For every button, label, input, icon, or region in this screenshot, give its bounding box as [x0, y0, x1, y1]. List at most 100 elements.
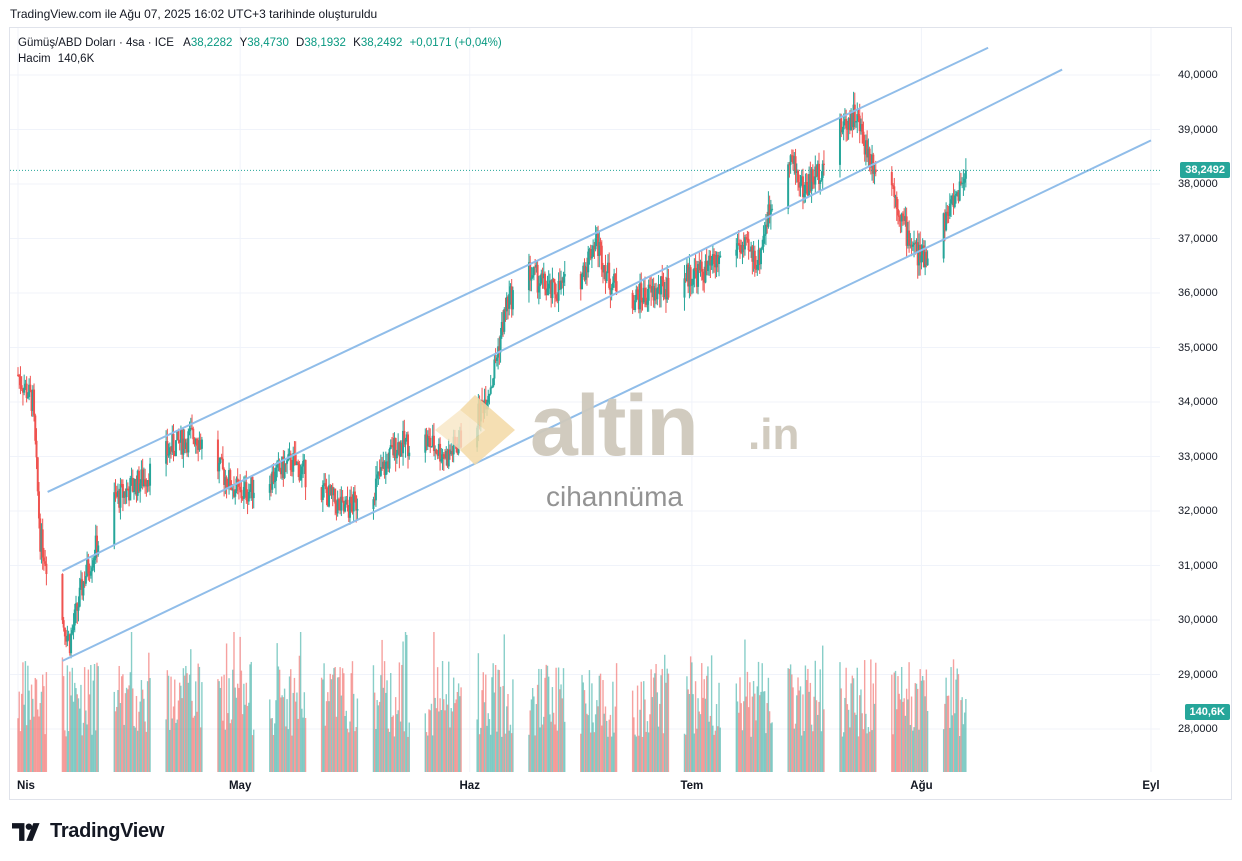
candle-body — [900, 213, 903, 222]
volume-bar — [714, 730, 717, 772]
candle-body — [92, 560, 95, 568]
volume-bar — [666, 668, 668, 772]
volume-bar — [17, 718, 19, 772]
candle-body — [510, 286, 513, 310]
chart-frame[interactable] — [9, 27, 1232, 800]
candle-body — [589, 249, 592, 259]
volume-bar — [375, 728, 377, 772]
candle-body — [145, 484, 148, 487]
volume-bar — [18, 691, 20, 772]
volume-bar — [954, 713, 956, 772]
volume-bar — [96, 662, 98, 772]
candle-body — [425, 434, 428, 447]
volume-bar — [697, 698, 699, 772]
candle-body — [328, 485, 331, 507]
volume-bar — [65, 736, 67, 772]
candle-body — [636, 289, 639, 295]
volume-bar — [145, 731, 148, 772]
candle-body — [506, 296, 509, 309]
legend-symbol[interactable]: Gümüş/ABD Doları · 4sa · ICE — [18, 37, 174, 49]
volume-bar — [741, 730, 744, 772]
candle-body — [379, 467, 382, 476]
volume-bar — [241, 714, 244, 772]
legend-volume-label[interactable]: Hacim — [18, 53, 51, 65]
candle-body — [445, 450, 448, 459]
volume-bar — [766, 703, 768, 772]
candle-body — [817, 163, 820, 184]
volume-bar — [343, 673, 345, 772]
volume-bar — [21, 693, 23, 772]
candle-body — [894, 196, 897, 198]
candle-body — [653, 288, 656, 301]
volume-bar — [512, 679, 514, 772]
candle-body — [97, 545, 100, 555]
candle-body — [245, 482, 248, 500]
volume-bar — [924, 696, 926, 772]
volume-bar — [297, 718, 299, 772]
volume-bar — [582, 682, 584, 772]
volume-bar — [336, 677, 339, 772]
candle-body — [198, 440, 201, 450]
candle-body — [273, 480, 276, 483]
volume-bar — [354, 731, 356, 772]
volume-bar — [496, 731, 498, 772]
candle-body — [592, 245, 595, 257]
candle-body — [334, 488, 337, 504]
volume-bar — [97, 666, 99, 772]
candle-body — [321, 485, 324, 500]
footer-logo[interactable]: TradingView — [12, 820, 164, 843]
volume-bar — [88, 694, 91, 772]
volume-bar — [491, 677, 493, 772]
volume-bar — [556, 730, 559, 772]
volume-bar — [76, 694, 78, 772]
candle-body — [405, 434, 408, 440]
volume-bar — [917, 688, 919, 772]
candle-body — [188, 429, 191, 432]
candle-body — [476, 427, 479, 448]
volume-bar — [388, 731, 391, 772]
candle-body — [864, 140, 867, 155]
volume-bar — [353, 693, 355, 772]
candle-body — [655, 288, 658, 300]
volume-bar — [301, 708, 303, 772]
volume-bar — [583, 690, 586, 772]
candle-body — [93, 558, 96, 561]
candle-body — [499, 335, 502, 353]
volume-bar — [946, 695, 949, 772]
volume-bar — [428, 709, 430, 772]
volume-bar — [659, 703, 661, 772]
volume-bar — [919, 669, 921, 772]
volume-bar — [689, 656, 692, 772]
volume-bar — [788, 668, 791, 772]
volume-bar — [797, 677, 799, 772]
volume-bar — [712, 725, 714, 772]
volume-bar — [45, 672, 48, 772]
volume-bar — [288, 676, 291, 772]
volume-bar — [667, 673, 670, 772]
volume-bar — [913, 727, 915, 772]
candle-body — [851, 112, 854, 128]
y-tick-label: 28,0000 — [1178, 723, 1218, 735]
volume-bar — [703, 679, 705, 772]
volume-bar — [841, 736, 844, 772]
volume-bar — [907, 699, 909, 772]
candle-body — [456, 448, 459, 454]
candle-body — [142, 479, 145, 486]
candle-body — [270, 484, 273, 490]
candle-body — [692, 278, 695, 285]
volume-bar — [225, 643, 228, 772]
candle-body — [73, 609, 76, 626]
candle-body — [286, 460, 289, 464]
candle-body — [455, 444, 458, 449]
volume-bar — [392, 715, 394, 772]
candle-body — [848, 118, 851, 131]
volume-bar — [897, 676, 899, 772]
candle-body — [121, 484, 124, 498]
candle-body — [709, 255, 712, 266]
candle-body — [959, 181, 962, 184]
candle-body — [874, 169, 877, 173]
volume-bar — [460, 687, 462, 772]
candle-body — [126, 488, 129, 491]
volume-bar — [332, 674, 334, 772]
